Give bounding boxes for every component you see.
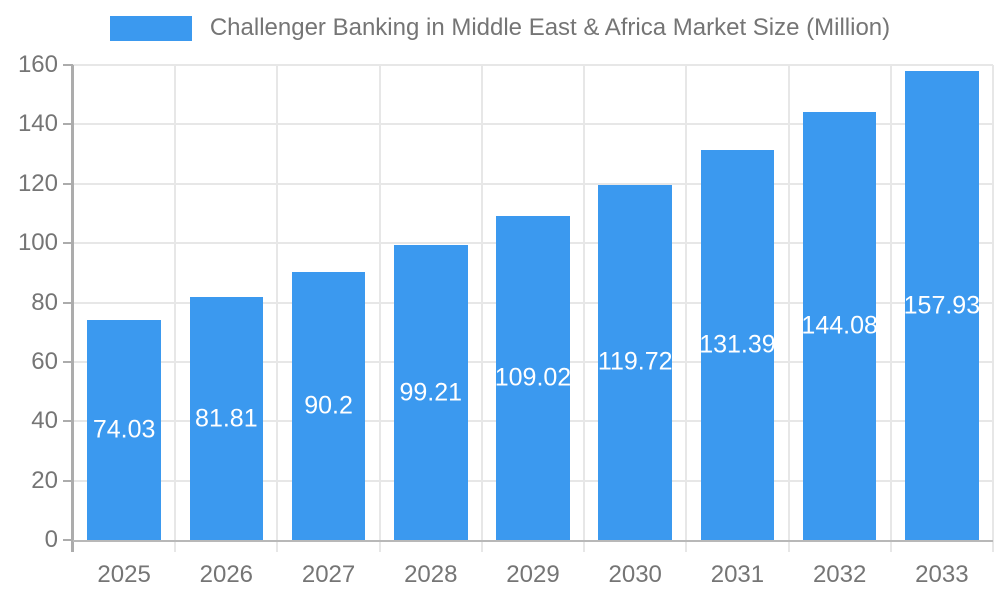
x-grid-line	[992, 65, 994, 552]
bar-value-label: 144.08	[801, 311, 878, 340]
x-tick-label: 2029	[506, 561, 560, 588]
x-grid-line	[583, 65, 586, 552]
y-grid-line	[73, 123, 993, 126]
x-grid-line	[787, 65, 790, 552]
x-tick-label: 2026	[199, 561, 254, 588]
bar[interactable]: 119.72	[597, 184, 673, 540]
y-tick-label: 60	[31, 347, 58, 375]
x-tick-label: 2028	[404, 561, 458, 588]
x-grid-line	[378, 65, 381, 552]
bar[interactable]: 90.2	[291, 272, 366, 540]
x-tick-label: 2033	[915, 561, 969, 588]
bar-value-label: 131.39	[699, 330, 776, 359]
y-tick-label: 80	[31, 288, 58, 316]
chart-title: Challenger Banking in Middle East & Afri…	[209, 14, 891, 41]
y-axis-tick	[63, 64, 73, 66]
bar[interactable]: 144.08	[801, 112, 878, 540]
x-grid-line	[889, 65, 892, 552]
x-tick-label: 2032	[812, 561, 867, 588]
x-grid-line	[685, 65, 688, 552]
x-grid-line	[480, 65, 483, 552]
y-axis-tick	[63, 182, 73, 185]
y-grid-line	[73, 64, 993, 66]
y-axis-tick	[63, 123, 73, 126]
y-tick-label: 100	[17, 229, 58, 257]
bar-value-label: 119.72	[597, 347, 673, 376]
bar-value-label: 90.2	[304, 391, 353, 420]
chart-legend[interactable]: Challenger Banking in Middle East & Afri…	[0, 14, 1000, 42]
y-axis-tick	[63, 301, 73, 304]
bar[interactable]: 131.39	[699, 149, 776, 540]
y-axis-tick	[63, 479, 73, 482]
bar[interactable]: 157.93	[903, 71, 981, 540]
x-grid-line	[174, 65, 177, 552]
y-axis-line	[71, 65, 74, 552]
y-tick-label: 140	[17, 110, 58, 138]
bar-value-label: 99.21	[399, 378, 463, 407]
y-tick-label: 160	[17, 51, 58, 78]
bar-value-label: 157.93	[903, 291, 981, 320]
bar-value-label: 109.02	[494, 363, 572, 392]
y-axis-tick	[63, 242, 73, 245]
x-grid-line	[276, 65, 279, 552]
y-grid-line	[73, 182, 993, 185]
x-tick-label: 2027	[301, 561, 356, 588]
y-tick-label: 0	[44, 526, 58, 553]
y-axis-tick	[63, 360, 73, 363]
bar[interactable]: 74.03	[87, 320, 161, 540]
x-tick-label: 2031	[710, 561, 765, 588]
y-tick-label: 120	[17, 169, 58, 197]
x-tick-label: 2025	[97, 561, 151, 588]
x-tick-label: 2030	[608, 561, 662, 588]
y-axis-tick	[63, 420, 73, 423]
y-axis-tick	[63, 539, 73, 541]
bar-value-label: 81.81	[195, 404, 258, 433]
bar-value-label: 74.03	[92, 415, 156, 444]
bar[interactable]: 109.02	[494, 216, 572, 540]
bar[interactable]: 81.81	[189, 297, 264, 540]
y-tick-label: 20	[31, 466, 58, 494]
y-tick-label: 40	[31, 407, 58, 435]
legend-swatch-icon	[109, 15, 192, 41]
bar[interactable]: 99.21	[393, 245, 468, 540]
x-axis-line	[73, 540, 993, 542]
